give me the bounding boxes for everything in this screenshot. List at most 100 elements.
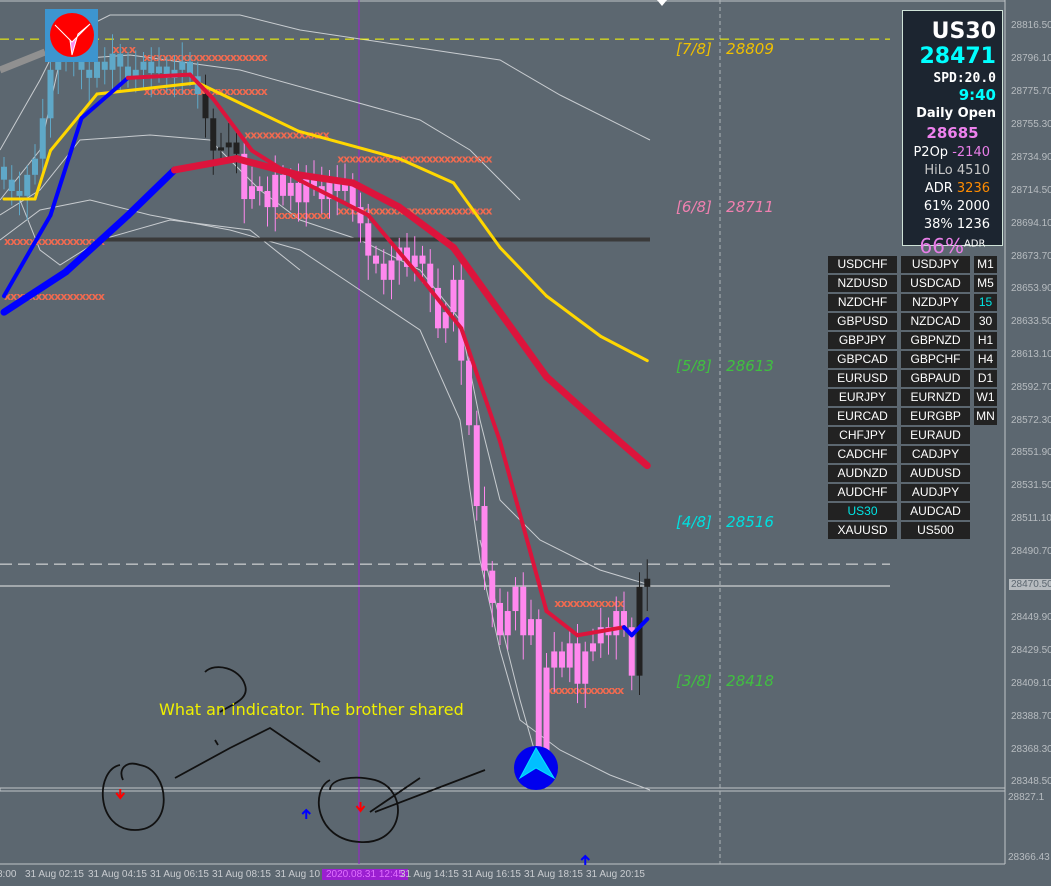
- price-axis-label: 28409.10: [1011, 678, 1051, 690]
- symbol-button[interactable]: USDJPY: [901, 256, 970, 273]
- murrey-level-label: [6/8] 28711: [676, 198, 774, 216]
- symbol-button[interactable]: EURCAD: [828, 408, 897, 425]
- symbol-button[interactable]: US30: [828, 503, 897, 520]
- symbol-button[interactable]: XAUUSD: [828, 522, 897, 539]
- symbol-button[interactable]: NZDJPY: [901, 294, 970, 311]
- symbol-button[interactable]: AUDCAD: [901, 503, 970, 520]
- symbol-button[interactable]: NZDCAD: [901, 313, 970, 330]
- adr-percent: 66%ADR: [919, 234, 986, 258]
- timeframe-button[interactable]: W1: [974, 389, 997, 406]
- symbol-button[interactable]: CADJPY: [901, 446, 970, 463]
- timeframe-button[interactable]: 30: [974, 313, 997, 330]
- x-marker-row: xxx: [113, 43, 137, 56]
- info-row: ADR 3236: [903, 181, 996, 196]
- ma-slow-line: [171, 155, 240, 174]
- symbol-button[interactable]: USDCAD: [901, 275, 970, 292]
- ma-fast-line: [126, 72, 192, 80]
- timeframe-button[interactable]: MN: [974, 408, 997, 425]
- symbol-button[interactable]: CHFJPY: [828, 427, 897, 444]
- symbol-button[interactable]: AUDNZD: [828, 465, 897, 482]
- symbol-button[interactable]: EURAUD: [901, 427, 970, 444]
- info-row-label: ADR: [924, 181, 953, 196]
- ma-slow-line: [597, 421, 651, 470]
- timeframe-button[interactable]: M1: [974, 256, 997, 273]
- candle: [47, 60, 54, 138]
- info-row: HiLo 4510: [903, 163, 996, 178]
- indicator-logo-circle: [50, 13, 94, 57]
- current-price: 28471: [919, 44, 996, 69]
- candle: [388, 241, 395, 300]
- candle: [458, 260, 465, 385]
- timeframe-button[interactable]: H4: [974, 351, 997, 368]
- candle: [644, 559, 651, 612]
- timeframe-button[interactable]: H1: [974, 332, 997, 349]
- symbol-button[interactable]: GBPJPY: [828, 332, 897, 349]
- ma-yellow-line: [397, 157, 455, 185]
- symbol-button[interactable]: GBPNZD: [901, 332, 970, 349]
- envelope-band-line: [0, 54, 521, 201]
- trend-line: [0, 48, 47, 74]
- symbol-button[interactable]: GBPAUD: [901, 370, 970, 387]
- ma-yellow-line: [599, 334, 649, 363]
- candle: [140, 52, 147, 90]
- ma-yellow-line: [452, 181, 502, 250]
- symbol-button[interactable]: NZDUSD: [828, 275, 897, 292]
- symbol-button[interactable]: GBPCAD: [828, 351, 897, 368]
- ma-yellow-line: [49, 92, 99, 153]
- candle: [473, 410, 480, 521]
- shift-marker-icon[interactable]: [657, 0, 667, 6]
- candle: [605, 617, 612, 655]
- spread: SPD:20.0: [933, 71, 996, 86]
- symbol-button[interactable]: AUDCHF: [828, 484, 897, 501]
- price-axis-label: 28511.10: [1011, 513, 1051, 525]
- candle: [132, 50, 139, 93]
- murrey-level-value: 28516: [726, 513, 774, 532]
- signal-logo-triangle-icon: [518, 746, 556, 780]
- symbol-button[interactable]: GBPCHF: [901, 351, 970, 368]
- time-axis-label: 31 Aug 16:15: [462, 869, 521, 880]
- symbol-button[interactable]: CADCHF: [828, 446, 897, 463]
- ma-slow-line: [349, 179, 403, 211]
- murrey-level-name: [7/8]: [676, 40, 712, 59]
- candle: [24, 165, 31, 221]
- symbol-button[interactable]: AUDUSD: [901, 465, 970, 482]
- timeframe-button[interactable]: M5: [974, 275, 997, 292]
- ma-fast-line: [629, 617, 650, 638]
- symbol-button[interactable]: EURJPY: [828, 389, 897, 406]
- symbol-button[interactable]: GBPUSD: [828, 313, 897, 330]
- symbol-button[interactable]: AUDJPY: [901, 484, 970, 501]
- ma-fast-line: [529, 552, 549, 614]
- price-axis-label: 28633.50: [1011, 315, 1051, 327]
- timeframe-button[interactable]: D1: [974, 370, 997, 387]
- ma-slow-line: [233, 155, 302, 179]
- info-row-label: HiLo: [924, 163, 953, 178]
- candle: [233, 132, 240, 174]
- symbol-button[interactable]: EURUSD: [828, 370, 897, 387]
- buy-arrow-icon: [580, 854, 590, 865]
- murrey-level-label: [4/8] 28516: [676, 513, 774, 531]
- price-axis-label: 28531.50: [1011, 480, 1051, 492]
- ma-fast-line: [459, 326, 502, 444]
- symbol-button[interactable]: EURNZD: [901, 389, 970, 406]
- timeframe-button[interactable]: 15: [974, 294, 997, 311]
- time-axis-label: 31 Aug 08:15: [212, 869, 271, 880]
- murrey-level-name: [4/8]: [676, 513, 712, 532]
- crosshair-time-label: 2020.08.31 12:45: [322, 869, 408, 880]
- info-row-value: 3236: [956, 181, 990, 196]
- murrey-level-name: [5/8]: [676, 356, 712, 375]
- info-row-value: 4510: [956, 163, 990, 178]
- bar-timer: 9:40: [958, 86, 996, 104]
- subwindow-axis-top: 28827.1: [1008, 792, 1045, 803]
- subwindow-separator[interactable]: [0, 787, 1006, 792]
- symbol-button[interactable]: EURGBP: [901, 408, 970, 425]
- ma-slow-line: [124, 166, 178, 219]
- symbol-button[interactable]: US500: [901, 522, 970, 539]
- info-row: P2Op -2140: [903, 145, 996, 160]
- symbol-button[interactable]: USDCHF: [828, 256, 897, 273]
- candle: [241, 139, 248, 224]
- symbol-button[interactable]: NZDCHF: [828, 294, 897, 311]
- ma-slow-line: [496, 308, 550, 381]
- murrey-level-value: 28613: [726, 356, 774, 375]
- price-axis-label: 28694.10: [1011, 217, 1051, 229]
